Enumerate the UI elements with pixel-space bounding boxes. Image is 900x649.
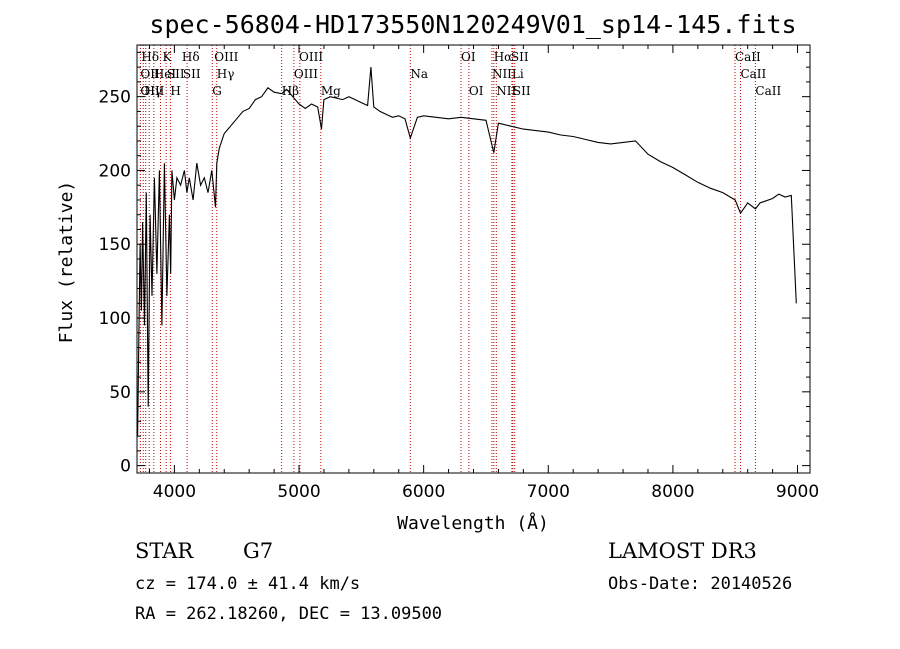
- line-label: OIII: [299, 50, 323, 64]
- line-label: CaII: [740, 67, 766, 81]
- line-label: Hδ: [182, 50, 200, 64]
- line-label: OI: [469, 84, 484, 98]
- line-label: SII: [167, 67, 185, 81]
- line-label: OIII: [214, 50, 238, 64]
- chart-title: spec-56804-HD173550N120249V01_sp14-145.f…: [149, 10, 796, 39]
- line-label: Mg: [321, 84, 341, 98]
- line-label: CaII: [755, 84, 781, 98]
- object-class: STAR: [135, 539, 194, 563]
- y-axis-label: Flux (relative): [56, 181, 77, 344]
- y-tick-label: 250: [99, 88, 131, 108]
- x-tick-label: 8000: [651, 482, 694, 502]
- plot-frame: [136, 44, 811, 474]
- x-axis-label: Wavelength (Å): [397, 512, 549, 534]
- line-label: Hα: [494, 50, 513, 64]
- line-label: NII: [496, 84, 516, 98]
- object-subclass: G7: [243, 539, 273, 563]
- line-label: CaII: [735, 50, 761, 64]
- line-label: OIII: [294, 67, 318, 81]
- line-label: OII: [140, 67, 160, 81]
- x-tick-label: 5000: [277, 482, 320, 502]
- spectral-line-markers: [139, 45, 756, 473]
- y-tick-label: 50: [109, 383, 131, 403]
- line-label: OIII: [140, 84, 164, 98]
- y-tick-label: 150: [99, 235, 131, 255]
- x-axis-ticks: 4000 5000 6000 7000 8000 9000: [148, 45, 819, 502]
- line-label: G: [212, 84, 222, 98]
- line-label: K: [163, 50, 173, 64]
- line-label: Hγ: [217, 67, 235, 81]
- line-label: OI: [461, 50, 476, 64]
- spectrum-series-line: [137, 67, 797, 437]
- x-tick-label: 4000: [153, 482, 196, 502]
- line-label: HeI: [154, 67, 177, 81]
- observation-date: Obs-Date: 20140526: [608, 574, 792, 594]
- y-axis-ticks: 0 50 100 150 200 250: [99, 51, 810, 477]
- line-label: Hβ: [282, 84, 299, 98]
- x-tick-label: 9000: [776, 482, 819, 502]
- line-label: Li: [512, 67, 524, 81]
- y-tick-label: 100: [99, 309, 131, 329]
- line-label: Hγ: [144, 84, 162, 98]
- line-label: SII: [513, 84, 531, 98]
- line-label: H: [170, 84, 180, 98]
- redshift-cz: cz = 174.0 ± 41.4 km/s: [135, 574, 360, 594]
- sky-coordinates: RA = 262.18260, DEC = 13.09500: [135, 604, 442, 624]
- line-label: NII: [492, 67, 512, 81]
- y-tick-label: 0: [120, 457, 131, 477]
- line-label: SII: [511, 50, 529, 64]
- x-tick-label: 7000: [527, 482, 570, 502]
- line-label: SII: [183, 67, 201, 81]
- y-tick-label: 200: [99, 161, 131, 181]
- line-label: Hδ: [141, 50, 159, 64]
- line-label: Na: [410, 67, 428, 81]
- x-tick-label: 6000: [402, 482, 445, 502]
- survey-name: LAMOST DR3: [608, 539, 757, 563]
